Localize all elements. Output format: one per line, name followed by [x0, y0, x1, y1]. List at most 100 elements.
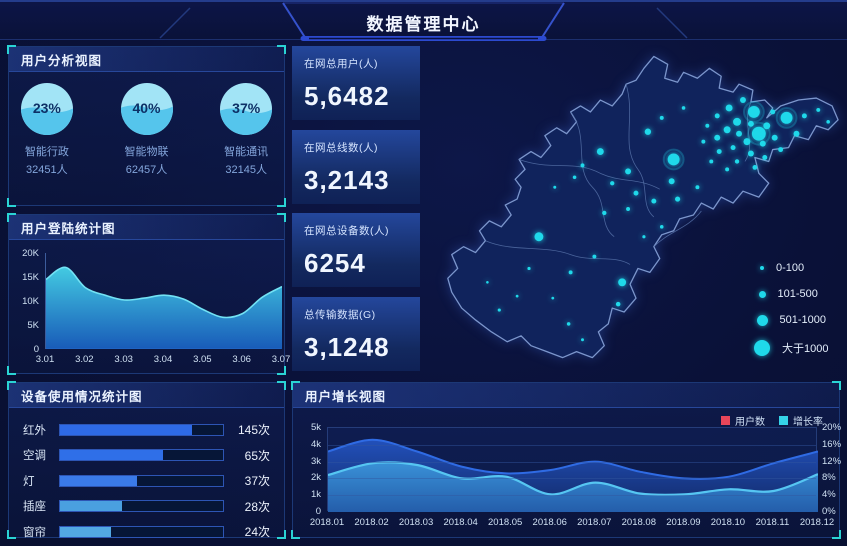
gauge-name: 智能物联: [124, 146, 169, 158]
bar-track: [59, 525, 224, 538]
map-data-dot: [747, 120, 754, 127]
right-tick: 12%: [822, 455, 842, 467]
map-legend-item: 0-100: [754, 262, 804, 274]
growth-area-chart: [327, 427, 819, 512]
title-decoration: [159, 2, 688, 41]
map-region-border: [518, 159, 660, 190]
map-data-dot: [778, 147, 784, 153]
map-data-dot: [581, 338, 584, 342]
gauge-count: 32145人: [225, 164, 267, 176]
left-tick: 4k: [310, 438, 321, 450]
stat-value: 3,1248: [304, 331, 390, 362]
map-region-border: [653, 210, 702, 247]
corner-bracket: [7, 45, 16, 54]
device-value: 37次: [244, 474, 270, 488]
map-data-dot: [752, 165, 758, 170]
map-data-dot: [762, 155, 768, 160]
gauge-group: 23% 智能行政 32451人 40% 智能物联 62457人 37% 智能通讯 32145人: [9, 72, 284, 177]
corner-bracket: [7, 381, 16, 390]
map-data-dot: [747, 150, 754, 157]
map-data-dot: [723, 126, 731, 134]
gauge-circle: 37%: [219, 82, 273, 136]
stat-value: 6254: [304, 248, 366, 278]
x-tick: 2018.04: [443, 517, 478, 528]
bar-fill: [60, 501, 122, 511]
device-label: 红外: [23, 424, 46, 437]
map-data-dot: [486, 281, 489, 284]
map-data-dot: [780, 111, 793, 124]
right-tick: 20%: [822, 422, 842, 433]
gauge-name: 智能行政: [24, 146, 69, 158]
panel-user-growth: 用户增长视图 用户数 增长率 5k 4k 3k 2k 1k 0 20% 16% 12% 8% 4% 0…: [291, 381, 841, 539]
gridline: [328, 478, 816, 480]
stat-card: 在网总设备数(人) 6254: [292, 213, 420, 287]
map-data-dot: [681, 106, 686, 110]
map-outline: [447, 55, 839, 359]
bar-fill: [60, 475, 137, 486]
map-data-dot: [793, 130, 800, 137]
legend-dot-icon: [756, 314, 768, 326]
stat-card-column: 在网总用户(人) 5,6482 在网总线数(人) 3,2143 在网总设备数(人) 625…: [292, 46, 420, 380]
map-data-dot: [771, 134, 778, 141]
stat-value: 5,6482: [304, 81, 390, 111]
legend-item-用户数[interactable]: 用户数: [721, 413, 765, 428]
map-data-dot: [566, 322, 571, 326]
map-data-dot: [734, 159, 740, 164]
device-label: 空调: [23, 450, 46, 462]
map-data-dot: [763, 122, 771, 130]
map-dot-halo: [662, 148, 685, 171]
map-data-dot: [801, 113, 807, 119]
corner-bracket: [291, 381, 300, 390]
map-data-dot: [642, 235, 646, 239]
corner-bracket: [277, 381, 286, 390]
device-value: 28次: [244, 499, 270, 514]
map-data-dot: [644, 128, 652, 135]
gauge-count: 62457人: [125, 164, 168, 176]
device-label: 灯: [23, 475, 35, 488]
map-data-dot: [553, 185, 557, 189]
x-tick: 3.06: [232, 354, 251, 365]
corner-bracket: [7, 530, 16, 539]
map-legend-item: 101-500: [754, 288, 818, 300]
liquid-gauge: 40% 智能物联 62457人: [109, 82, 185, 177]
device-bar-row: 插座 28次: [23, 496, 270, 517]
x-tick: 3.04: [153, 354, 173, 365]
map-data-dot: [725, 104, 733, 112]
legend-swatch-icon: [721, 416, 730, 425]
device-label: 插座: [23, 501, 46, 513]
map-data-dot: [667, 153, 680, 166]
y-tick: 0: [33, 344, 39, 355]
map-data-dot: [705, 123, 710, 128]
corner-bracket: [277, 213, 286, 222]
gauge-count: 32451人: [26, 164, 68, 176]
map-data-dot: [751, 126, 766, 141]
map-region-border: [485, 240, 631, 265]
growth-chart-legend: 用户数 增长率: [721, 413, 823, 428]
panel-header: 用户增长视图: [293, 383, 839, 408]
map-data-dot: [602, 210, 607, 216]
bar-fill: [60, 450, 163, 460]
gauge-percent: 23%: [32, 100, 61, 116]
left-tick: 2k: [310, 472, 321, 484]
x-tick: 2018.09: [666, 517, 701, 528]
panel-login-stats: 用户登陆统计图 20K 15K 10K 5K 0 3.01 3.02 3.03 3.04 3.05…: [7, 213, 290, 375]
x-tick: 3.03: [114, 354, 133, 365]
map-data-dot: [816, 107, 821, 112]
page-title: 数据管理中心: [366, 15, 481, 34]
stat-label: 在网总用户(人): [304, 58, 378, 70]
map-data-dot: [725, 167, 730, 172]
map-dot-halo: [775, 106, 798, 129]
map-data-dot: [701, 139, 706, 144]
map-legend-label: 501-1000: [779, 314, 827, 326]
left-tick: 3k: [310, 455, 321, 467]
title-bar: 数据管理中心: [0, 0, 847, 41]
map-data-dot: [572, 175, 577, 180]
map-data-dot: [651, 198, 657, 204]
corner-bracket: [291, 530, 300, 539]
panel-title: 用户分析视图: [21, 53, 103, 68]
map-legend-item: 大于1000: [754, 340, 828, 356]
map-data-dot: [759, 140, 766, 147]
map-legend-label: 大于1000: [782, 343, 829, 355]
legend-label: 用户数: [735, 417, 765, 428]
legend-item-增长率[interactable]: 增长率: [779, 413, 823, 428]
